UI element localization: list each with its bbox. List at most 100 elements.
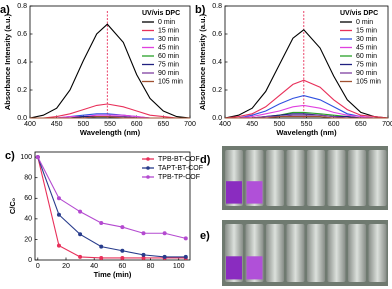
- legend-label: 105 min: [356, 78, 381, 85]
- legend-label: 75 min: [356, 61, 377, 68]
- x-tick-label: 400: [219, 121, 231, 128]
- legend-label: TPB-TP-COF: [158, 174, 200, 181]
- x-tick-label: 600: [328, 121, 340, 128]
- legend-label: 90 min: [356, 70, 377, 77]
- series-line: [225, 116, 388, 119]
- legend-title: UV/vis DPC: [340, 10, 378, 17]
- data-point: [78, 232, 83, 237]
- vial: [368, 224, 387, 282]
- x-tick-label: 100: [173, 263, 185, 270]
- vial: [266, 150, 284, 206]
- data-point: [141, 255, 146, 260]
- vial: [307, 224, 325, 282]
- vial: [327, 150, 346, 206]
- y-tick-label: 0.0: [212, 115, 222, 122]
- legend-label: 45 min: [158, 44, 179, 51]
- legend-label: TAPT-BT-COF: [158, 165, 203, 172]
- data-point: [183, 236, 188, 241]
- photos: [222, 146, 388, 286]
- series-line: [30, 103, 190, 119]
- y-tick-label: 0.8: [17, 3, 27, 10]
- series-line: [37, 157, 186, 259]
- series-line: [30, 116, 190, 119]
- y-axis-label: Absorbance Intensity (a.u.): [198, 13, 207, 110]
- y-tick-label: 0.8: [212, 3, 222, 10]
- series-line: [224, 79, 389, 119]
- legend-label: 75 min: [158, 61, 179, 68]
- vial: [348, 224, 366, 282]
- series-line: [37, 156, 186, 239]
- solution: [246, 256, 263, 280]
- legend-label: 60 min: [356, 53, 377, 60]
- y-tick-label: 100: [20, 154, 32, 161]
- x-tick-label: 450: [51, 121, 63, 128]
- series-line: [225, 104, 388, 119]
- panel-label: b): [195, 4, 206, 16]
- series-line: [37, 156, 186, 258]
- legend-label: 30 min: [158, 36, 179, 43]
- y-tick-label: 40: [24, 216, 32, 223]
- data-point: [56, 243, 61, 248]
- vial: [348, 150, 366, 206]
- solution: [226, 256, 242, 280]
- x-axis-label: Time (min): [94, 270, 132, 279]
- x-axis-label: Wavelength (nm): [80, 128, 141, 137]
- legend-label: 15 min: [158, 27, 179, 34]
- legend-label: 60 min: [158, 53, 179, 60]
- panel-label: e): [200, 230, 210, 242]
- data-point: [162, 231, 167, 236]
- legend-marker: [146, 166, 150, 170]
- panel-label: d): [200, 154, 211, 166]
- panel-label: a): [0, 4, 10, 16]
- solution: [246, 181, 263, 204]
- y-axis-label: Absorbance Intensity (a.u.): [3, 13, 12, 110]
- data-point: [99, 220, 104, 225]
- vial: [266, 224, 284, 282]
- data-point: [56, 196, 61, 201]
- y-tick-label: 0.2: [212, 87, 222, 94]
- legend-label: 0 min: [356, 19, 373, 26]
- vial: [327, 224, 346, 282]
- series-line: [29, 23, 191, 119]
- x-tick-label: 550: [104, 121, 116, 128]
- x-tick-label: 550: [301, 121, 313, 128]
- data-point: [141, 252, 146, 257]
- data-point: [99, 244, 104, 249]
- x-tick-label: 700: [184, 121, 196, 128]
- data-point: [120, 255, 125, 260]
- y-tick-label: 0.6: [17, 31, 27, 38]
- y-tick-label: 20: [24, 236, 32, 243]
- data-point: [56, 212, 61, 217]
- data-point: [120, 248, 125, 253]
- y-tick-label: 80: [24, 175, 32, 182]
- x-tick-label: 0: [36, 263, 40, 270]
- legend-label: TPB-BT-COF: [158, 156, 200, 163]
- x-tick-label: 450: [246, 121, 258, 128]
- x-tick-label: 20: [62, 263, 70, 270]
- x-tick-label: 650: [157, 121, 169, 128]
- x-tick-label: 700: [382, 121, 392, 128]
- vial: [307, 150, 325, 206]
- series-line: [224, 29, 389, 119]
- vial: [368, 150, 387, 206]
- data-point: [120, 225, 125, 230]
- y-tick-label: 0.4: [212, 59, 222, 66]
- x-axis-label: Wavelength (nm): [276, 128, 337, 137]
- y-tick-label: 0.0: [17, 115, 27, 122]
- data-point: [78, 209, 83, 214]
- legend-label: 0 min: [158, 19, 175, 26]
- x-tick-label: 500: [273, 121, 285, 128]
- y-tick-label: 0.2: [17, 87, 27, 94]
- x-tick-label: 400: [24, 121, 36, 128]
- legend-label: 45 min: [356, 44, 377, 51]
- legend-label: 105 min: [158, 78, 183, 85]
- plot-frame: [34, 151, 191, 261]
- legend-title: UV/vis DPC: [142, 10, 180, 17]
- x-tick-label: 600: [131, 121, 143, 128]
- x-tick-label: 60: [118, 263, 126, 270]
- x-tick-label: 500: [77, 121, 89, 128]
- y-tick-label: 0.6: [212, 31, 222, 38]
- data-point: [183, 254, 188, 259]
- legend-marker: [146, 175, 150, 179]
